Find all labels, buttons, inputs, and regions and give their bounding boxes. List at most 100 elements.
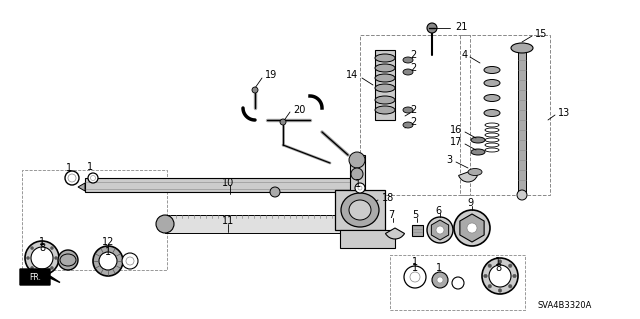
Circle shape [355, 183, 365, 193]
Circle shape [467, 223, 477, 233]
Text: SVA4B3320A: SVA4B3320A [538, 301, 592, 310]
Ellipse shape [403, 107, 413, 113]
Text: 1: 1 [412, 257, 418, 267]
Text: 9: 9 [467, 198, 473, 208]
Ellipse shape [375, 54, 395, 62]
Text: 2: 2 [410, 63, 416, 73]
Bar [335, 190, 385, 230]
Polygon shape [460, 214, 484, 242]
Circle shape [484, 274, 487, 278]
Text: 1: 1 [436, 263, 442, 273]
Ellipse shape [471, 149, 485, 155]
Circle shape [508, 285, 512, 288]
Text: 6: 6 [435, 206, 441, 216]
Text: 2: 2 [410, 117, 416, 127]
Text: 1: 1 [39, 237, 45, 247]
Circle shape [51, 266, 53, 270]
Ellipse shape [375, 64, 395, 72]
Bar [360, 215, 372, 233]
Circle shape [280, 119, 286, 125]
Circle shape [126, 257, 134, 265]
Ellipse shape [484, 94, 500, 101]
Ellipse shape [484, 66, 500, 73]
Circle shape [31, 247, 34, 249]
Ellipse shape [484, 109, 500, 116]
Circle shape [410, 272, 420, 282]
Circle shape [31, 247, 53, 269]
Circle shape [498, 289, 502, 292]
Ellipse shape [375, 84, 395, 92]
Circle shape [517, 190, 527, 200]
Circle shape [488, 264, 492, 268]
Text: 1: 1 [412, 263, 418, 273]
Text: 16: 16 [450, 125, 462, 135]
Bar [360, 35, 470, 195]
Circle shape [436, 226, 444, 234]
Ellipse shape [341, 193, 379, 227]
Circle shape [31, 266, 34, 270]
Ellipse shape [468, 168, 482, 175]
Text: 12: 12 [102, 237, 114, 247]
Circle shape [58, 250, 78, 270]
Ellipse shape [403, 57, 413, 63]
Text: 10: 10 [222, 178, 234, 188]
Circle shape [427, 23, 437, 33]
Text: 17: 17 [450, 137, 462, 147]
Text: 19: 19 [265, 70, 277, 80]
Text: 14: 14 [346, 70, 358, 80]
Circle shape [454, 210, 490, 246]
Bar [412, 225, 423, 236]
Text: 7: 7 [388, 210, 394, 220]
Wedge shape [385, 228, 404, 239]
Text: 20: 20 [293, 105, 305, 115]
Text: 8: 8 [39, 243, 45, 253]
Ellipse shape [375, 96, 395, 104]
Circle shape [404, 266, 426, 288]
Text: 11: 11 [222, 216, 234, 226]
Bar [390, 255, 525, 310]
Text: 15: 15 [535, 29, 547, 39]
Text: 21: 21 [455, 22, 467, 32]
Circle shape [40, 271, 44, 273]
Bar [165, 215, 370, 233]
Polygon shape [431, 220, 449, 240]
Text: 4: 4 [462, 50, 468, 60]
Bar [22, 170, 167, 270]
Text: 3: 3 [446, 155, 452, 165]
Ellipse shape [403, 122, 413, 128]
Circle shape [93, 246, 123, 276]
Text: FR.: FR. [29, 272, 41, 281]
Circle shape [40, 242, 44, 246]
Ellipse shape [484, 79, 500, 86]
Bar [350, 155, 365, 190]
Text: 1: 1 [105, 247, 111, 257]
Circle shape [54, 256, 58, 259]
Circle shape [88, 173, 98, 183]
Circle shape [488, 285, 492, 288]
Text: 1: 1 [87, 162, 93, 172]
Text: 2: 2 [410, 50, 416, 60]
Wedge shape [459, 172, 477, 182]
Ellipse shape [511, 43, 533, 53]
Polygon shape [20, 269, 60, 285]
Circle shape [99, 252, 117, 270]
Circle shape [482, 258, 518, 294]
Text: 5: 5 [412, 210, 418, 220]
Circle shape [351, 168, 363, 180]
Circle shape [156, 215, 174, 233]
Polygon shape [78, 183, 85, 191]
Text: 8: 8 [495, 263, 501, 273]
Circle shape [508, 264, 512, 268]
Bar [85, 178, 360, 192]
Circle shape [252, 87, 258, 93]
Circle shape [489, 265, 511, 287]
Text: 2: 2 [410, 105, 416, 115]
Circle shape [513, 274, 516, 278]
Ellipse shape [375, 106, 395, 114]
Text: 1: 1 [66, 163, 72, 173]
Circle shape [65, 171, 79, 185]
Circle shape [437, 277, 443, 283]
Circle shape [25, 241, 59, 275]
Circle shape [427, 217, 453, 243]
Bar [375, 50, 395, 120]
